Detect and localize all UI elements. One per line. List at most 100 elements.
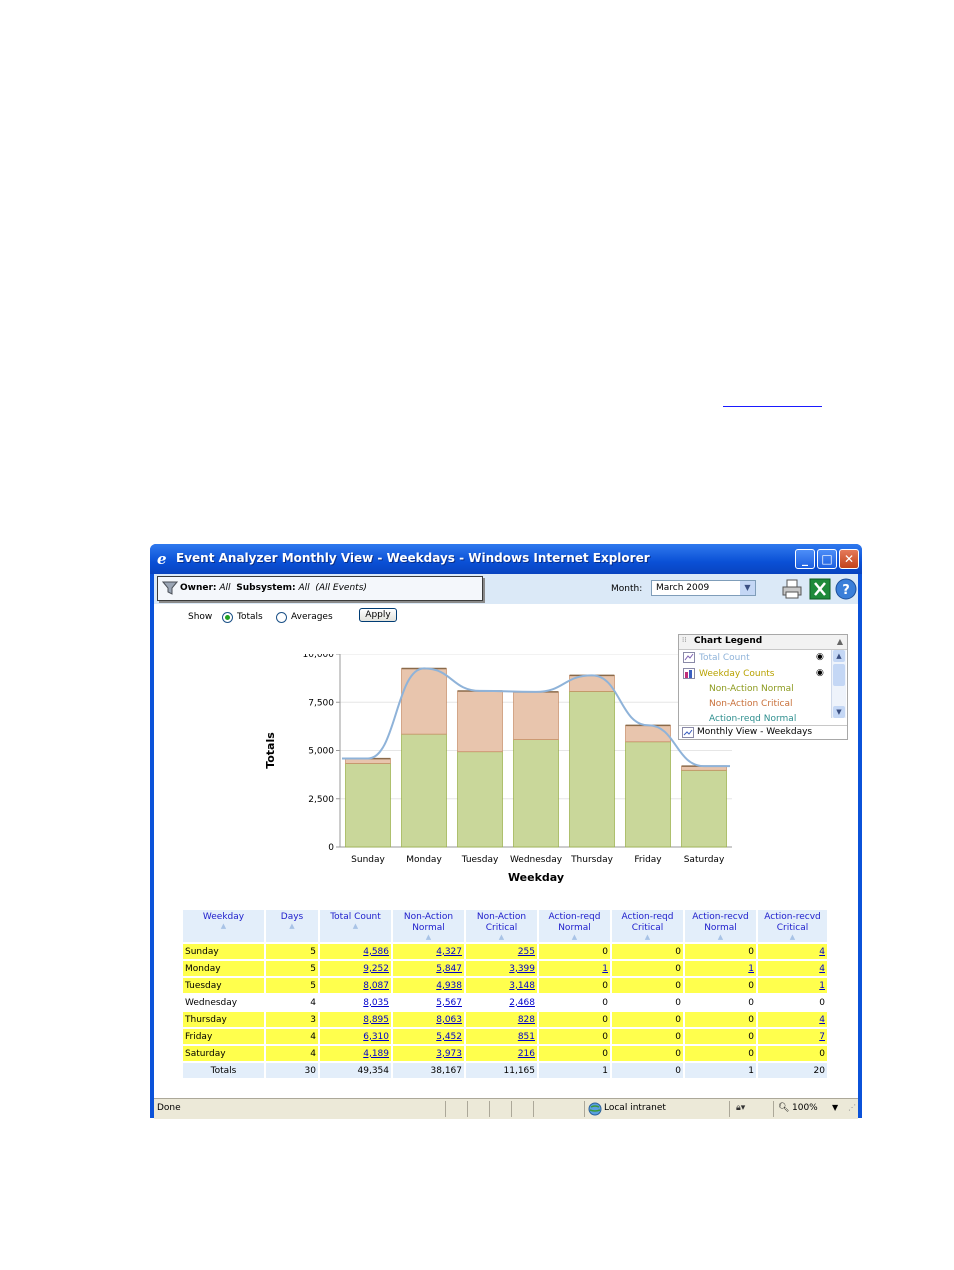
column-header-label[interactable]: Action-reqd Critical [621, 912, 674, 933]
column-header[interactable]: Action-recvd Critical ▲ [758, 910, 827, 942]
bar-segment[interactable] [345, 763, 391, 848]
cell-link[interactable]: 216 [517, 1048, 535, 1059]
column-header-label[interactable]: Action-recvd Critical [764, 912, 821, 933]
print-icon[interactable] [781, 578, 803, 600]
cell-link[interactable]: 1 [748, 963, 754, 974]
column-header-label[interactable]: Weekday [202, 912, 245, 922]
cell-link[interactable]: 6,310 [363, 1031, 389, 1042]
totals-label[interactable]: Totals [237, 612, 263, 622]
legend-item-non-action-critical[interactable]: Non-Action Critical [709, 699, 793, 709]
cell-link[interactable]: 4,938 [436, 980, 462, 991]
zoom-magnifier-icon[interactable]: 🔍︎ [778, 1103, 790, 1113]
filter-box[interactable]: Owner: All Subsystem: All (All Events) [157, 576, 483, 601]
column-header-label[interactable]: Days [280, 912, 304, 922]
bar-segment[interactable] [569, 690, 615, 848]
averages-label[interactable]: Averages [291, 612, 333, 622]
scroll-down-icon[interactable]: ▼ [833, 706, 845, 718]
visibility-eye-icon[interactable]: ◉ [816, 652, 824, 662]
apply-button[interactable]: Apply [359, 608, 397, 622]
cell-link[interactable]: 8,063 [436, 1014, 462, 1025]
protected-mode-lock-icon[interactable]: 🔒︎▾ [736, 1103, 746, 1113]
column-header-label[interactable]: Non-Action Normal [403, 912, 454, 933]
bar-segment[interactable] [625, 724, 671, 743]
bar-segment[interactable] [401, 668, 447, 735]
minimize-button[interactable]: _ [795, 549, 815, 569]
cell-link[interactable]: 4,327 [436, 946, 462, 957]
sort-arrow-icon[interactable]: ▲ [717, 933, 724, 941]
scroll-up-icon[interactable]: ▲ [833, 650, 845, 662]
legend-scrollbar[interactable]: ▲ ▼ [831, 650, 846, 718]
help-icon[interactable]: ? [835, 578, 857, 600]
maximize-button[interactable]: □ [817, 549, 837, 569]
cell-link[interactable]: 1 [819, 980, 825, 991]
drag-handle-icon[interactable]: ⁞⁞ [682, 636, 687, 644]
cell-link[interactable]: 4 [819, 963, 825, 974]
sort-arrow-icon[interactable]: ▲ [498, 933, 505, 941]
column-header[interactable]: Action-reqd Normal ▲ [539, 910, 610, 942]
close-button[interactable]: ✕ [839, 549, 859, 569]
cell-link[interactable]: 3,973 [436, 1048, 462, 1059]
sort-arrow-icon[interactable]: ▲ [571, 933, 578, 941]
bar-segment[interactable] [513, 739, 559, 848]
cell-link[interactable]: 5,847 [436, 963, 462, 974]
cell-link[interactable]: 5,567 [436, 997, 462, 1008]
cell-link[interactable]: 4,586 [363, 946, 389, 957]
column-header-label[interactable]: Action-recvd Normal [692, 912, 749, 933]
sort-arrow-icon[interactable]: ▲ [789, 933, 796, 941]
cell-link[interactable]: 3,399 [509, 963, 535, 974]
column-header-label[interactable]: Total Count [330, 912, 381, 922]
cell-link[interactable]: 828 [517, 1014, 535, 1025]
bar-segment[interactable] [681, 769, 727, 848]
totals-radio[interactable] [222, 612, 233, 623]
zoom-dropdown-icon[interactable]: ▼ [832, 1103, 839, 1112]
legend-item-action-reqd-normal[interactable]: Action-reqd Normal [709, 714, 797, 724]
bar-segment[interactable] [625, 741, 671, 848]
legend-item-non-action-normal[interactable]: Non-Action Normal [709, 684, 794, 694]
cell-link[interactable]: 8,087 [363, 980, 389, 991]
excel-icon[interactable] [809, 578, 831, 600]
sort-arrow-icon[interactable]: ▲ [220, 922, 227, 930]
hyperlink-underline[interactable] [723, 406, 822, 407]
bar-segment[interactable] [401, 733, 447, 848]
resize-grip-icon[interactable]: ⋰ [848, 1103, 856, 1112]
sort-arrow-icon[interactable]: ▲ [425, 933, 432, 941]
cell-link[interactable]: 5,452 [436, 1031, 462, 1042]
scroll-thumb[interactable] [833, 664, 845, 686]
cell-link[interactable]: 7 [819, 1031, 825, 1042]
title-bar[interactable]: e Event Analyzer Monthly View - Weekdays… [150, 544, 862, 574]
cell-link[interactable]: 4,189 [363, 1048, 389, 1059]
column-header[interactable]: Non-Action Normal ▲ [393, 910, 464, 942]
sort-arrow-icon[interactable]: ▲ [352, 922, 359, 930]
visibility-eye-icon[interactable]: ◉ [816, 668, 824, 678]
cell-link[interactable]: 9,252 [363, 963, 389, 974]
column-header-label[interactable]: Non-Action Critical [476, 912, 527, 933]
cell-link[interactable]: 4 [819, 946, 825, 957]
zoom-level[interactable]: 100% [792, 1103, 818, 1113]
cell-link[interactable]: 1 [602, 963, 608, 974]
total-count-line[interactable] [342, 667, 731, 768]
column-header[interactable]: Action-recvd Normal ▲ [685, 910, 756, 942]
bar-segment[interactable] [513, 691, 559, 740]
column-header[interactable]: Total Count ▲ [320, 910, 391, 942]
dropdown-arrow-icon[interactable]: ▼ [740, 581, 755, 595]
legend-header[interactable]: ⁞⁞ Chart Legend ▲ [679, 635, 847, 650]
bar-segment[interactable] [457, 751, 503, 848]
cell-link[interactable]: 255 [517, 946, 535, 957]
sort-arrow-icon[interactable]: ▲ [289, 922, 295, 930]
column-header[interactable]: Days ▲ [266, 910, 318, 942]
bar-segment[interactable] [457, 690, 503, 753]
collapse-icon[interactable]: ▲ [836, 637, 843, 646]
cell-link[interactable]: 2,468 [509, 997, 535, 1008]
legend-footer[interactable]: Monthly View - Weekdays [679, 725, 847, 739]
averages-radio[interactable] [276, 612, 287, 623]
column-header-label[interactable]: Action-reqd Normal [548, 912, 601, 933]
sort-arrow-icon[interactable]: ▲ [644, 933, 651, 941]
cell-link[interactable]: 4 [819, 1014, 825, 1025]
column-header[interactable]: Weekday ▲ [183, 910, 264, 942]
month-select[interactable]: March 2009 ▼ [651, 580, 756, 596]
column-header[interactable]: Action-reqd Critical ▲ [612, 910, 683, 942]
cell-link[interactable]: 3,148 [509, 980, 535, 991]
cell-link[interactable]: 8,895 [363, 1014, 389, 1025]
cell-link[interactable]: 8,035 [363, 997, 389, 1008]
cell-link[interactable]: 851 [517, 1031, 535, 1042]
